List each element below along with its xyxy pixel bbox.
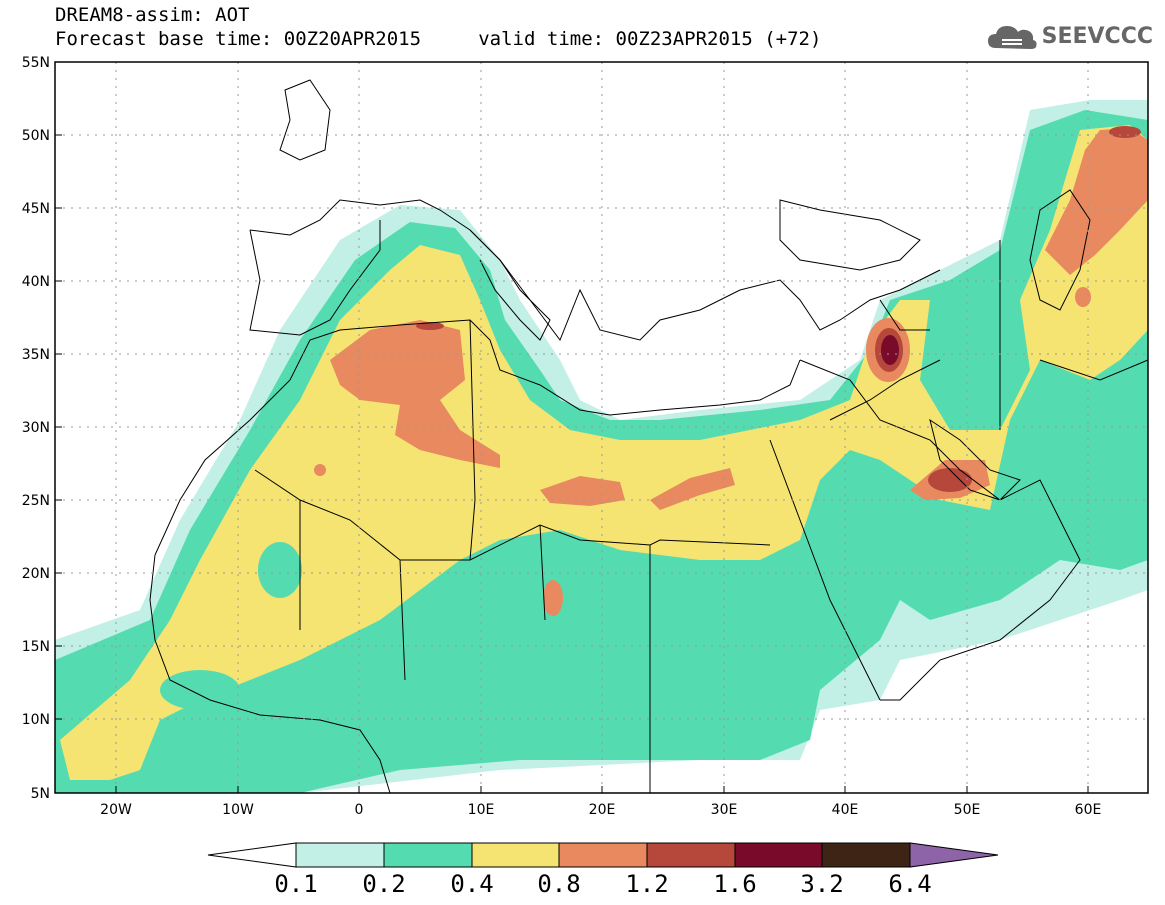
lon-label: 10W — [222, 802, 254, 818]
persian-gulf — [929, 418, 1021, 501]
uk-outline — [279, 79, 331, 161]
africa-borders — [254, 319, 771, 793]
aot-contour-0.8 — [540, 476, 625, 506]
europe-coast — [249, 199, 941, 342]
iberia-outline — [249, 220, 381, 336]
italy-outline — [469, 229, 551, 341]
north-africa-coast — [154, 319, 801, 556]
seevccc-logo: SEEVCCC — [986, 20, 1153, 52]
lat-axis: 55N 50N 45N 40N 35N 30N 25N 20N 15N 10N … — [22, 55, 62, 802]
middle-east-borders — [829, 240, 1148, 430]
lon-label: 10E — [468, 802, 495, 818]
black-sea — [779, 199, 921, 271]
aot-contour-0.8 — [314, 464, 326, 476]
colorbar-label: 1.2 — [625, 870, 668, 898]
lat-label: 15N — [22, 639, 50, 655]
colorbar-over-arrow — [909, 842, 999, 868]
lat-label: 5N — [31, 786, 50, 802]
colorbar-label: 0.2 — [362, 870, 405, 898]
caspian-sea — [1029, 189, 1091, 311]
aot-contour-0.8 — [330, 320, 500, 468]
lat-label: 30N — [22, 420, 50, 436]
lon-axis: 20W 10W 0 10E 20E 30E 40E 50E 60E — [100, 786, 1101, 818]
lat-label: 40N — [22, 274, 50, 290]
colorbar-swatch — [471, 842, 560, 868]
aot-contour-0.4 — [60, 125, 1148, 780]
aot-contour-0.8 — [1075, 287, 1091, 307]
west-africa-coast — [149, 554, 391, 793]
arabia-coast — [799, 359, 1081, 701]
colorbar-swatch — [646, 842, 736, 868]
lat-label: 45N — [22, 201, 50, 217]
lat-label: 50N — [22, 128, 50, 144]
cloud-icon — [987, 26, 1037, 49]
colorbar-swatch — [558, 842, 648, 868]
colorbar-label: 0.4 — [450, 870, 493, 898]
lat-label: 20N — [22, 566, 50, 582]
colorbar — [207, 842, 999, 868]
lat-label: 35N — [22, 347, 50, 363]
lat-label: 25N — [22, 493, 50, 509]
colorbar-swatch — [734, 842, 823, 868]
colorbar-swatch — [821, 842, 911, 868]
lon-label: 0 — [355, 802, 364, 818]
red-sea-coast — [769, 439, 881, 701]
colorbar-labels: 0.1 0.2 0.4 0.8 1.2 1.6 3.2 6.4 — [274, 870, 931, 898]
map-title: DREAM8-assim: AOT — [55, 4, 250, 26]
lat-label: 10N — [22, 712, 50, 728]
aot-contour-0.8 — [543, 580, 563, 616]
aot-contour-1.2 — [1109, 126, 1141, 138]
aot-contour-0.2 — [258, 542, 302, 598]
colorbar-label: 6.4 — [888, 870, 931, 898]
lon-label: 30E — [711, 802, 738, 818]
lon-label: 20W — [100, 802, 132, 818]
forecast-time-subtitle: Forecast base time: 00Z20APR2015 valid t… — [55, 28, 822, 50]
colorbar-under-arrow — [207, 842, 297, 868]
colorbar-swatch — [383, 842, 473, 868]
graticule — [55, 62, 1148, 793]
colorbar-label: 3.2 — [800, 870, 843, 898]
coastlines — [149, 79, 1148, 793]
lon-label: 20E — [589, 802, 616, 818]
aot-contour-0.8 — [1045, 128, 1148, 275]
lon-label: 40E — [832, 802, 859, 818]
colorbar-swatch — [295, 842, 385, 868]
colorbar-label: 0.1 — [274, 870, 317, 898]
aot-contour-1.2 — [928, 468, 972, 492]
colorbar-label: 0.8 — [537, 870, 580, 898]
aot-contour-0.2 — [160, 670, 240, 710]
colorbar-label: 1.6 — [713, 870, 756, 898]
aot-contour-1.6 — [881, 335, 899, 365]
lon-label: 60E — [1075, 802, 1102, 818]
aot-contour-1.2 — [416, 322, 444, 330]
lon-label: 50E — [954, 802, 981, 818]
lat-label: 55N — [22, 55, 50, 71]
